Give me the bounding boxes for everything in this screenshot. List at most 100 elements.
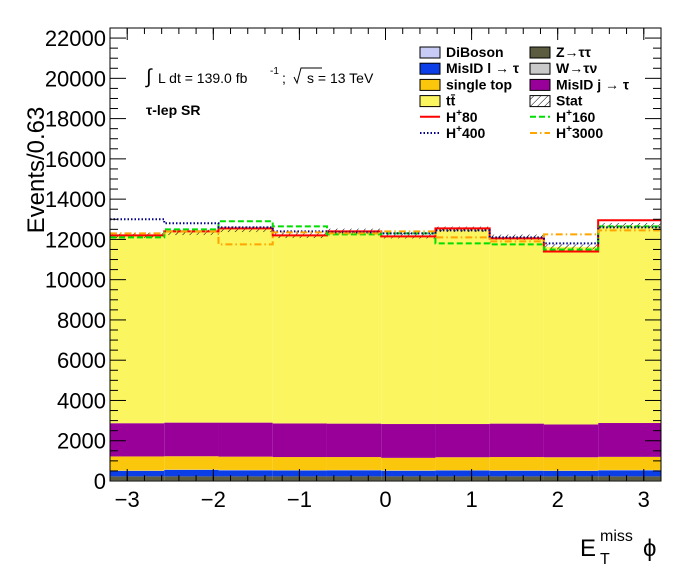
- x-axis: −3 −2 −1 0 1 2 3: [109, 28, 662, 512]
- legend-swatch: [529, 46, 551, 59]
- bar-tt: [110, 235, 165, 424]
- bar-misid-l: [489, 470, 544, 477]
- stat-band: [164, 229, 219, 236]
- bar-misid-l: [435, 470, 490, 477]
- x-tick-label: −2: [201, 487, 226, 512]
- bar-misid-l: [543, 470, 599, 477]
- x-axis-title: E T miss ϕ: [580, 528, 656, 568]
- bar-z: [326, 476, 382, 481]
- legend-label-mass: 80: [462, 109, 478, 125]
- bar-tt: [435, 229, 490, 425]
- bar-single-top: [543, 457, 599, 471]
- bar-z: [489, 476, 544, 481]
- legend-label-sup: +: [456, 124, 462, 135]
- bar-single-top: [164, 456, 219, 470]
- x-title-sub: T: [600, 551, 610, 568]
- lumi-separator: ;: [282, 70, 286, 86]
- y-tick-label: 20000: [45, 66, 106, 91]
- legend-swatch: [529, 78, 551, 91]
- y-tick-label: 2000: [57, 429, 106, 454]
- bar-misid-l: [326, 470, 382, 477]
- legend-label: single top: [446, 76, 512, 92]
- legend-label-mass: 160: [572, 109, 596, 125]
- stat-band: [435, 226, 490, 233]
- legend-label: H+80: [446, 108, 478, 125]
- legend-label-mass: 3000: [572, 125, 603, 141]
- x-tick-label: 3: [638, 487, 650, 512]
- bar-misid-l: [381, 470, 436, 477]
- bar-tt: [218, 229, 273, 423]
- bar-misid-j: [272, 423, 327, 458]
- bar-misid-l: [110, 470, 165, 477]
- y-tick-label: 22000: [45, 26, 106, 51]
- legend-label: H+160: [556, 108, 596, 125]
- legend-label: tt̄: [446, 92, 456, 108]
- x-tick-label: 0: [379, 487, 391, 512]
- stat-band: [218, 226, 273, 233]
- y-tick-label: 16000: [45, 147, 106, 172]
- bar-z: [543, 476, 599, 481]
- y-tick-label: 6000: [57, 348, 106, 373]
- legend-swatch: [419, 95, 441, 108]
- bar-misid-j: [489, 423, 544, 458]
- legend-label: DiBoson: [446, 44, 504, 60]
- x-title-tail: ϕ: [643, 535, 656, 562]
- bar-tt: [381, 235, 436, 425]
- legend-label-sup: +: [456, 108, 462, 119]
- legend-label: H+3000: [556, 124, 603, 141]
- legend-label: H+400: [446, 124, 486, 141]
- bar-single-top: [598, 456, 661, 470]
- annotations: ∫ L dt = 139.0 fb -1 ; s = 13 TeV τ-lep …: [145, 66, 374, 118]
- bar-single-top: [272, 457, 327, 471]
- bar-z: [381, 476, 436, 481]
- legend-label: Z→ττ: [556, 44, 592, 60]
- x-title-sup: miss: [600, 528, 633, 545]
- legend-label-sup: +: [566, 108, 572, 119]
- stat-band: [543, 244, 599, 250]
- legend-swatch: [419, 62, 441, 75]
- sqrt-s-text: s = 13 TeV: [307, 70, 374, 86]
- legend-label: W→τν: [556, 60, 597, 76]
- y-tick-label: 18000: [45, 107, 106, 132]
- lumi-text: L dt = 139.0 fb: [158, 70, 248, 86]
- x-tick-label: 1: [465, 487, 477, 512]
- x-tick-label: −3: [115, 487, 140, 512]
- legend-label: MisID j → τ: [556, 76, 630, 92]
- bar-z: [435, 476, 490, 481]
- y-axis-title: Events/0.63: [23, 107, 50, 234]
- legend-label: Stat: [556, 93, 583, 109]
- bar-single-top: [110, 456, 165, 471]
- bar-tt: [543, 246, 599, 425]
- y-tick-label: 14000: [45, 187, 106, 212]
- region-label: τ-lep SR: [146, 102, 200, 118]
- legend-label-mass: 400: [462, 125, 486, 141]
- bar-z: [598, 476, 661, 481]
- sqrt-sign: [293, 67, 322, 85]
- bar-misid-j: [598, 423, 661, 457]
- x-title-main: E: [580, 535, 596, 562]
- bar-tt: [326, 231, 382, 424]
- bar-single-top: [435, 457, 490, 471]
- bar-single-top: [218, 456, 273, 470]
- bar-misid-j: [164, 422, 219, 457]
- legend-swatch-hatch: [529, 95, 551, 108]
- legend-label-sup: +: [566, 124, 572, 135]
- legend-swatch: [529, 62, 551, 75]
- bar-misid-l: [164, 469, 219, 477]
- bar-misid-l: [598, 470, 661, 477]
- stack-bars: [110, 222, 661, 481]
- bar-misid-l: [218, 470, 273, 477]
- legend-swatch: [419, 78, 441, 91]
- bar-z: [164, 476, 219, 481]
- bar-misid-j: [218, 422, 273, 457]
- bar-misid-j: [110, 423, 165, 457]
- y-axis: 0 2000 4000 6000 8000 10000 12000 14000 16000 180…: [45, 26, 661, 494]
- legend-swatch: [419, 46, 441, 59]
- bar-z: [218, 476, 273, 481]
- y-tick-label: 0: [94, 469, 106, 494]
- signal-lines: [110, 218, 661, 253]
- bar-tt: [598, 225, 661, 424]
- bar-z: [110, 476, 165, 481]
